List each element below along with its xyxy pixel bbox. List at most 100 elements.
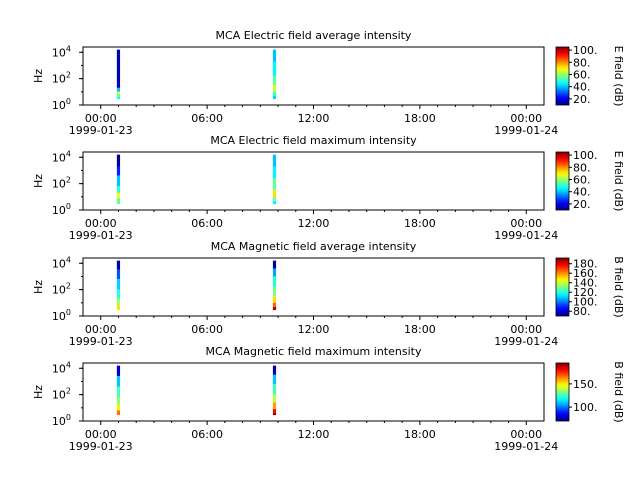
- colorbar-tick-label: 20.: [573, 93, 591, 106]
- plot-area: [82, 362, 545, 422]
- chart-title: MCA Electric field maximum intensity: [210, 134, 417, 147]
- spectrum-cell-1-2: [116, 166, 121, 176]
- spectrum-cell-1-6: [116, 305, 121, 311]
- spectrum-cell-1-4: [116, 186, 121, 193]
- spectrum-cell-2-1: [272, 365, 277, 375]
- x-tick-time: 06:00: [191, 112, 223, 125]
- x-tick-time: 00:00: [85, 217, 117, 230]
- colorbar: [555, 362, 570, 422]
- colorbar-label: B field (dB): [612, 361, 625, 422]
- colorbar-tick-label: 100.: [573, 296, 598, 309]
- x-tick-time: 06:00: [191, 323, 223, 336]
- spectrum-cell-2-3: [272, 178, 277, 191]
- x-tick-time: 00:00: [510, 428, 542, 441]
- x-tick-time: 00:00: [510, 323, 542, 336]
- spectrum-cell-1-2: [116, 376, 121, 387]
- spectrum-cell-2-1: [272, 49, 277, 62]
- spectrum-cell-2-2: [272, 166, 277, 179]
- spectrum-cell-1-2: [116, 269, 121, 280]
- y-tick-label: 100: [52, 308, 71, 323]
- spectrum-cell-2-4: [272, 190, 277, 197]
- colorbar-tick-label: 100.: [573, 401, 598, 414]
- y-axis-label: Hz: [32, 385, 45, 399]
- spectrum-cell-2-1: [272, 154, 277, 167]
- y-axis-label: Hz: [32, 280, 45, 294]
- x-tick-time: 00:00: [510, 112, 542, 125]
- spectrum-cell-1-1: [116, 260, 121, 270]
- y-tick-label: 104: [52, 44, 71, 59]
- spectrum-cell-1-5: [116, 298, 121, 306]
- spectrum-cell-2-3: [272, 76, 277, 86]
- x-tick-time: 00:00: [85, 428, 117, 441]
- colorbar-tick-label: 140.: [573, 277, 598, 290]
- spectrum-cell-2-4: [272, 85, 277, 92]
- colorbar-tick-label: 150.: [573, 378, 598, 391]
- x-tick-time: 18:00: [404, 323, 436, 336]
- colorbar-tick-label: 100.: [573, 44, 598, 57]
- panel-1: MCA Electric field average intensity 100 1…: [32, 29, 625, 137]
- x-tick-date: 1999-01-24: [494, 335, 558, 348]
- spectrum-cell-2-4: [272, 287, 277, 297]
- y-tick-label: 102: [52, 387, 71, 402]
- spectrum-cell-1-3: [116, 279, 121, 290]
- spectrum-cell-1-1: [116, 154, 121, 167]
- x-tick-time: 12:00: [298, 323, 330, 336]
- colorbar-tick-label: 60.: [573, 173, 591, 186]
- panel-2: MCA Electric field maximum intensity 100 1…: [32, 134, 625, 242]
- x-tick-time: 06:00: [191, 428, 223, 441]
- x-tick-time: 00:00: [510, 217, 542, 230]
- spectrum-cell-2-1: [272, 260, 277, 269]
- spectrum-cell-2-6: [272, 95, 277, 100]
- x-tick-time: 18:00: [404, 112, 436, 125]
- colorbar-tick-label: 80.: [573, 56, 591, 69]
- colorbar: [555, 46, 570, 106]
- spectrum-cell-1-2: [116, 87, 121, 92]
- y-tick-label: 100: [52, 97, 71, 112]
- x-tick-time: 00:00: [85, 112, 117, 125]
- colorbar-tick-label: 160.: [573, 267, 598, 280]
- spectrum-cell-1-4: [116, 93, 121, 98]
- x-tick-time: 18:00: [404, 217, 436, 230]
- colorbar: [555, 151, 570, 211]
- spectrum-cell-1-5: [116, 97, 121, 100]
- colorbar-label: E field (dB): [612, 151, 625, 212]
- x-tick-date: 1999-01-23: [69, 335, 133, 348]
- colorbar-tick-label: 180.: [573, 258, 598, 271]
- spectrum-cell-2-5: [272, 196, 277, 201]
- spectrum-cell-2-7: [272, 413, 277, 416]
- colorbar-label: E field (dB): [612, 46, 625, 107]
- plot-area: [82, 46, 545, 106]
- x-tick-time: 12:00: [298, 428, 330, 441]
- spectrum-cell-1-4: [116, 397, 121, 406]
- colorbar-tick-label: 20.: [573, 198, 591, 211]
- spectrum-cell-1-3: [116, 175, 121, 187]
- colorbar: [555, 257, 570, 317]
- y-tick-label: 102: [52, 71, 71, 86]
- y-axis-label: Hz: [32, 69, 45, 83]
- spectrum-cell-1-5: [116, 405, 121, 411]
- x-tick-time: 18:00: [404, 428, 436, 441]
- spectrum-cell-1-1: [116, 365, 121, 377]
- spectrum-cell-1-1: [116, 49, 121, 88]
- panel-3: MCA Magnetic field average intensity 100 1…: [32, 240, 625, 348]
- x-tick-date: 1999-01-24: [494, 440, 558, 453]
- colorbar-label: B field (dB): [612, 256, 625, 317]
- spectrum-cell-2-4: [272, 394, 277, 403]
- plot-area: [82, 151, 545, 211]
- chart-title: MCA Magnetic field average intensity: [211, 240, 417, 253]
- spectrum-cell-2-2: [272, 374, 277, 385]
- colorbar-tick-label: 40.: [573, 81, 591, 94]
- spectrum-cell-2-5: [272, 296, 277, 303]
- y-tick-label: 102: [52, 176, 71, 191]
- y-axis-label: Hz: [32, 174, 45, 188]
- spectrum-cell-1-6: [116, 410, 121, 416]
- plot-area: [82, 257, 545, 317]
- chart-title: MCA Magnetic field maximum intensity: [206, 345, 422, 358]
- x-tick-time: 12:00: [298, 217, 330, 230]
- x-tick-date: 1999-01-24: [494, 124, 558, 137]
- x-tick-date: 1999-01-23: [69, 229, 133, 242]
- spectrum-cell-1-3: [116, 386, 121, 398]
- spectrum-cell-1-6: [116, 198, 121, 205]
- y-tick-label: 104: [52, 360, 71, 375]
